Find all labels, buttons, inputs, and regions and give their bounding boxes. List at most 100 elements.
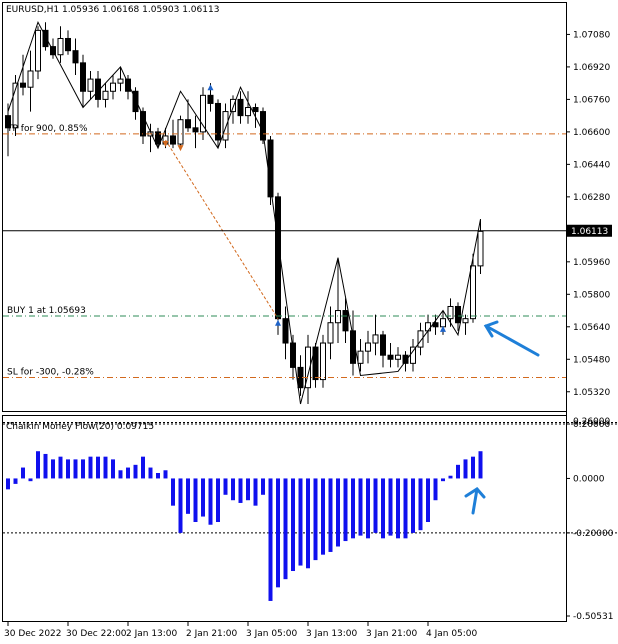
candle-body — [372, 334, 379, 344]
cmf-bar — [276, 478, 280, 588]
time-tick-label: 4 Jan 05:00 — [426, 629, 478, 639]
cmf-bar — [246, 478, 250, 501]
time-tick-label: 3 Jan 21:00 — [366, 629, 418, 639]
price-tick-label: 1.05960 — [573, 258, 610, 268]
cmf-bar — [238, 478, 243, 503]
candle-body — [110, 82, 116, 92]
candle-body — [380, 334, 386, 356]
cmf-bar — [336, 478, 340, 547]
cmf-bar — [178, 478, 183, 533]
candle-body — [342, 310, 349, 332]
cmf-bar — [231, 478, 235, 501]
cmf-bar — [103, 456, 108, 479]
cmf-bar — [118, 470, 123, 479]
candle-body — [125, 78, 131, 92]
sell-marker-icon — [177, 145, 184, 152]
cmf-bar — [223, 478, 228, 495]
cmf-bar — [201, 478, 205, 517]
cmf-bar — [471, 456, 475, 479]
candle-body — [425, 322, 431, 332]
cmf-bar — [13, 478, 18, 484]
candle-body — [222, 111, 229, 141]
cmf-bar — [141, 456, 145, 479]
cmf-tick-label: 0.20000 — [573, 420, 610, 430]
candle-body — [20, 82, 26, 88]
time-tick-label: 2 Jan 21:00 — [186, 629, 238, 639]
candle-body — [447, 305, 454, 320]
cmf-bar — [306, 478, 310, 569]
candle-body — [402, 354, 409, 364]
chart-title: EURUSD,H1 1.05936 1.06168 1.05903 1.0611… — [6, 5, 219, 15]
time-tick-label: 30 Dec 22:00 — [66, 629, 127, 639]
candle-body — [282, 318, 289, 344]
candle-body — [42, 29, 49, 48]
time-tick-label: 30 Dec 2022 — [4, 629, 62, 639]
cmf-tick-label: 0.0000 — [573, 474, 605, 484]
cmf-bar — [28, 478, 33, 482]
candle-body — [140, 111, 146, 137]
buy-marker-icon — [440, 325, 446, 332]
cmf-bar — [291, 478, 295, 572]
candle-body — [477, 230, 484, 267]
time-tick-label: 2 Jan 13:00 — [126, 629, 178, 639]
cmf-title: Chaikin Money Flow(20) 0.09715 — [6, 422, 154, 432]
cmf-bar — [456, 464, 460, 479]
candle-body — [57, 37, 64, 56]
main-panel-frame — [2, 2, 567, 412]
cmf-bar — [403, 478, 408, 539]
cmf-bar — [463, 459, 468, 479]
level-label: BUY 1 at 1.05693 — [7, 306, 86, 316]
cmf-bar — [358, 478, 363, 536]
candle-body — [245, 107, 251, 117]
zigzag-line — [7, 20, 481, 405]
candle-body — [320, 342, 326, 381]
cmf-bar — [51, 459, 55, 479]
level-label: TP for 900, 0.85% — [6, 124, 88, 134]
cmf-bar — [216, 478, 220, 523]
cmf-bar — [426, 478, 430, 523]
candle-body — [5, 115, 11, 129]
cmf-bar — [148, 467, 153, 479]
price-tick-label: 1.05800 — [573, 290, 610, 300]
candle-body — [305, 346, 311, 389]
candle-body — [470, 265, 476, 320]
cmf-bar — [298, 478, 303, 566]
trade-connector — [165, 139, 279, 319]
buy-marker-icon — [275, 319, 281, 326]
cmf-bar — [163, 470, 168, 479]
cmf-bar — [441, 478, 445, 482]
cmf-bar — [156, 473, 160, 479]
candle-body — [192, 127, 199, 133]
cmf-bar — [411, 478, 415, 533]
candle-body — [132, 90, 139, 113]
cmf-bar — [373, 478, 378, 533]
price-tick-label: 1.07080 — [573, 30, 610, 40]
candle-body — [87, 78, 94, 92]
candle-body — [395, 354, 401, 360]
cmf-bar — [396, 478, 400, 539]
cmf-bar — [58, 456, 63, 479]
cmf-bar — [381, 478, 385, 539]
candle-body — [27, 70, 34, 88]
candle-body — [65, 37, 71, 52]
cmf-bar — [73, 459, 78, 479]
buy-marker-icon — [207, 84, 214, 91]
cmf-top-label: 0.26000 — [573, 417, 610, 427]
cmf-bar — [343, 478, 348, 542]
time-tick-label: 3 Jan 13:00 — [306, 629, 358, 639]
price-tick-label: 1.06920 — [573, 63, 610, 73]
cmf-bar — [366, 478, 370, 539]
candle-body — [207, 94, 214, 104]
candle-body — [117, 78, 124, 84]
cmf-bars — [6, 451, 483, 601]
cmf-arrow — [464, 487, 486, 515]
cmf-bar — [351, 478, 355, 539]
candle-body — [200, 94, 206, 133]
price-tick-label: 1.05480 — [573, 355, 610, 365]
time-tick-label: 3 Jan 05:00 — [246, 629, 298, 639]
candle-body — [80, 62, 86, 92]
zigzag-path — [7, 20, 481, 405]
price-arrow — [483, 320, 540, 357]
candle-body — [237, 98, 244, 117]
candle-body — [357, 350, 364, 364]
